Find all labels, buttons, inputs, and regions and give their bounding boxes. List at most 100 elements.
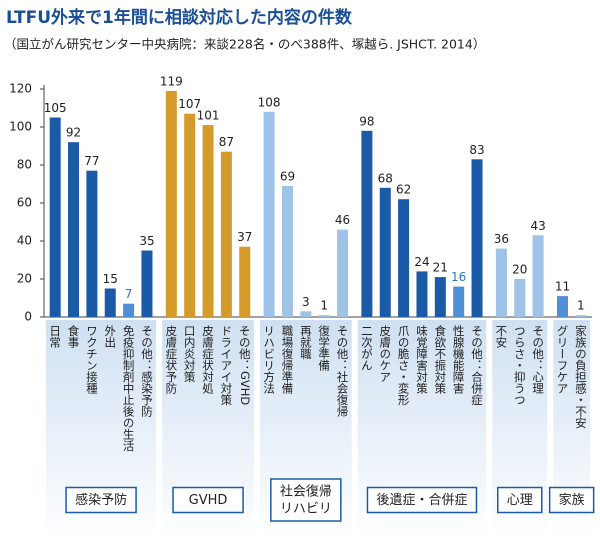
group-label: GVHD xyxy=(189,493,228,508)
value-label: 101 xyxy=(197,109,220,123)
bar xyxy=(263,111,275,317)
value-label: 98 xyxy=(359,114,374,128)
group-label-box xyxy=(366,486,478,514)
value-label: 69 xyxy=(280,169,295,183)
value-label: 36 xyxy=(494,232,509,246)
x-tick-label: つらさ・抑うつ xyxy=(513,325,527,406)
chart-title: LTFU外来で1年間に相談対応した内容の件数 xyxy=(6,7,353,28)
bar xyxy=(104,288,116,317)
x-tick-label: リハビリ方法 xyxy=(262,325,276,394)
bar xyxy=(239,246,251,317)
bar xyxy=(202,125,214,317)
group-label: 後遺症・合併症 xyxy=(376,493,467,508)
value-label: 68 xyxy=(378,171,393,185)
x-tick-label: 不安 xyxy=(494,325,508,349)
bar xyxy=(575,315,587,317)
bar xyxy=(556,296,568,317)
x-tick-label: 日常 xyxy=(48,325,62,349)
bar xyxy=(514,279,526,317)
value-label: 105 xyxy=(44,101,67,115)
x-tick-label: 復学準備 xyxy=(317,324,331,372)
group-label: 感染予防 xyxy=(75,492,127,508)
value-label: 16 xyxy=(451,270,466,284)
group-label: 社会復帰 xyxy=(280,484,332,500)
value-label: 108 xyxy=(258,95,281,109)
x-tick-label: その他：社会復帰 xyxy=(336,325,350,417)
y-tick-label: 40 xyxy=(17,234,32,248)
value-label: 1 xyxy=(577,299,585,313)
group-label-box xyxy=(270,478,342,522)
value-label: 20 xyxy=(512,263,527,277)
x-tick-label: 免疫抑制剤中止後の生活 xyxy=(122,324,136,452)
bar xyxy=(300,311,312,317)
group-label-box xyxy=(65,486,137,514)
chart-subtitle: （国立がん研究センター中央病院：来談228名・のべ388件、塚越ら. JSHCT… xyxy=(4,37,485,52)
value-label: 87 xyxy=(219,135,234,149)
value-label: 83 xyxy=(469,143,484,157)
x-tick-label: 口内炎対策 xyxy=(183,325,197,383)
x-tick-label: その他：感染予防 xyxy=(140,325,154,418)
y-tick-label: 0 xyxy=(24,310,32,324)
bar xyxy=(495,248,507,317)
bar xyxy=(318,315,330,317)
x-tick-label: 皮膚のケア xyxy=(378,325,392,383)
bar xyxy=(337,229,349,317)
x-tick-label: その他：GVHD xyxy=(238,325,252,405)
y-tick-label: 120 xyxy=(9,82,32,96)
group-label: 家族 xyxy=(559,492,585,508)
y-tick-label: 100 xyxy=(9,120,32,134)
value-label: 107 xyxy=(178,97,201,111)
x-tick-label: 性腺機能障害 xyxy=(452,324,466,395)
x-tick-label: 再就職 xyxy=(299,325,313,360)
bar xyxy=(361,130,373,317)
group-label-box xyxy=(548,486,595,514)
bar xyxy=(434,277,446,317)
value-label: 62 xyxy=(396,183,411,197)
x-tick-label: グリーフケア xyxy=(555,325,569,394)
y-tick-label: 80 xyxy=(17,158,32,172)
x-tick-label: 皮膚症状対処 xyxy=(201,325,215,395)
x-tick-label: 家族の負担感・不安 xyxy=(574,324,588,429)
bar xyxy=(184,113,196,317)
value-label: 3 xyxy=(302,295,310,309)
bar xyxy=(379,187,391,317)
bar xyxy=(123,303,135,317)
value-label: 1 xyxy=(320,299,328,313)
bar xyxy=(416,271,428,317)
x-tick-label: 外出 xyxy=(103,325,117,348)
value-label: 7 xyxy=(125,287,133,301)
value-label: 11 xyxy=(555,280,570,294)
value-label: 43 xyxy=(530,219,545,233)
bar xyxy=(471,159,483,317)
y-tick-label: 60 xyxy=(17,196,32,210)
value-label: 46 xyxy=(335,213,350,227)
x-tick-label: 爪の脆さ・変形 xyxy=(397,325,411,406)
value-label: 15 xyxy=(103,272,118,286)
x-tick-label: その他：心理 xyxy=(531,325,545,394)
bar xyxy=(68,142,80,317)
x-tick-label: 皮膚症状予防 xyxy=(164,325,178,395)
y-tick-label: 20 xyxy=(17,272,32,286)
x-tick-label: 職場復帰準備 xyxy=(280,325,294,395)
group-label: 心理 xyxy=(507,493,533,508)
bar xyxy=(141,250,153,317)
group-label-box xyxy=(497,486,543,514)
value-label: 92 xyxy=(66,126,81,140)
value-label: 37 xyxy=(237,230,252,244)
bar xyxy=(220,151,232,317)
x-tick-label: 味覚障害対策 xyxy=(415,325,429,394)
value-label: 77 xyxy=(84,154,99,168)
x-tick-label: ドライアイ対策 xyxy=(219,325,233,406)
bar xyxy=(86,170,98,317)
bar xyxy=(49,117,61,317)
bar xyxy=(398,199,410,317)
x-tick-label: その他：合併症 xyxy=(470,325,484,406)
x-tick-label: ワクチン接種 xyxy=(85,325,99,394)
bar xyxy=(453,286,465,317)
value-label: 21 xyxy=(433,261,448,275)
x-tick-label: 食欲不振対策 xyxy=(433,324,447,394)
bar xyxy=(532,235,544,317)
value-label: 24 xyxy=(414,255,429,269)
value-label: 119 xyxy=(160,74,183,88)
x-tick-label: 食事 xyxy=(67,324,81,348)
